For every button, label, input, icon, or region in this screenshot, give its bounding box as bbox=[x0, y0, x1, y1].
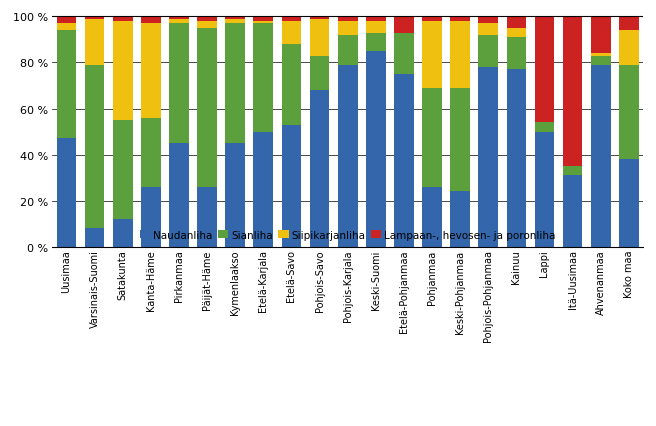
Bar bbox=[619, 160, 639, 247]
Bar bbox=[506, 29, 526, 38]
Bar bbox=[338, 22, 358, 36]
Bar bbox=[366, 17, 386, 22]
Bar bbox=[338, 66, 358, 247]
Bar bbox=[197, 22, 217, 29]
Bar bbox=[197, 17, 217, 22]
Bar bbox=[591, 54, 611, 56]
Bar bbox=[450, 17, 470, 22]
Bar bbox=[169, 24, 189, 144]
Bar bbox=[563, 167, 583, 176]
Bar bbox=[85, 66, 104, 229]
Bar bbox=[226, 17, 245, 20]
Bar bbox=[113, 22, 133, 121]
Bar bbox=[310, 56, 329, 91]
Bar bbox=[619, 17, 639, 31]
Bar bbox=[226, 20, 245, 24]
Bar bbox=[338, 17, 358, 22]
Bar bbox=[478, 17, 498, 24]
Bar bbox=[253, 17, 273, 22]
Bar bbox=[338, 36, 358, 66]
Bar bbox=[450, 192, 470, 247]
Bar bbox=[563, 17, 583, 167]
Bar bbox=[169, 20, 189, 24]
Bar bbox=[197, 29, 217, 187]
Bar bbox=[591, 17, 611, 54]
Bar bbox=[422, 22, 442, 89]
Bar bbox=[506, 17, 526, 29]
Bar bbox=[226, 24, 245, 144]
Bar bbox=[422, 17, 442, 22]
Bar bbox=[56, 139, 76, 247]
Bar bbox=[591, 66, 611, 247]
Bar bbox=[141, 17, 161, 24]
Bar bbox=[169, 17, 189, 20]
Bar bbox=[394, 17, 414, 34]
Legend: Naudanliha, Sianliha, Siipikarjanliha, Lampaan-, hevosen- ja poronliha: Naudanliha, Sianliha, Siipikarjanliha, L… bbox=[135, 226, 560, 244]
Bar bbox=[169, 144, 189, 247]
Bar bbox=[366, 22, 386, 34]
Bar bbox=[366, 52, 386, 247]
Bar bbox=[591, 56, 611, 66]
Bar bbox=[310, 20, 329, 56]
Bar bbox=[478, 68, 498, 247]
Bar bbox=[394, 34, 414, 75]
Bar bbox=[506, 70, 526, 247]
Bar bbox=[310, 91, 329, 247]
Bar bbox=[253, 24, 273, 132]
Bar bbox=[366, 34, 386, 52]
Bar bbox=[113, 17, 133, 22]
Bar bbox=[226, 144, 245, 247]
Bar bbox=[85, 17, 104, 20]
Bar bbox=[281, 22, 301, 45]
Bar bbox=[281, 45, 301, 125]
Bar bbox=[535, 17, 554, 123]
Bar bbox=[253, 22, 273, 24]
Bar bbox=[141, 24, 161, 118]
Bar bbox=[197, 187, 217, 247]
Bar bbox=[85, 229, 104, 247]
Bar bbox=[478, 24, 498, 36]
Bar bbox=[56, 17, 76, 24]
Bar bbox=[141, 187, 161, 247]
Bar bbox=[56, 24, 76, 31]
Bar bbox=[85, 20, 104, 66]
Bar bbox=[394, 75, 414, 247]
Bar bbox=[563, 176, 583, 247]
Bar bbox=[535, 132, 554, 247]
Bar bbox=[450, 22, 470, 89]
Bar bbox=[113, 121, 133, 219]
Bar bbox=[281, 17, 301, 22]
Bar bbox=[535, 123, 554, 132]
Bar bbox=[506, 38, 526, 70]
Bar bbox=[478, 36, 498, 68]
Bar bbox=[56, 31, 76, 139]
Bar bbox=[253, 132, 273, 247]
Bar bbox=[450, 89, 470, 192]
Bar bbox=[310, 17, 329, 20]
Bar bbox=[113, 219, 133, 247]
Bar bbox=[619, 31, 639, 66]
Bar bbox=[422, 89, 442, 187]
Bar bbox=[281, 125, 301, 247]
Bar bbox=[141, 118, 161, 187]
Bar bbox=[619, 66, 639, 160]
Bar bbox=[422, 187, 442, 247]
